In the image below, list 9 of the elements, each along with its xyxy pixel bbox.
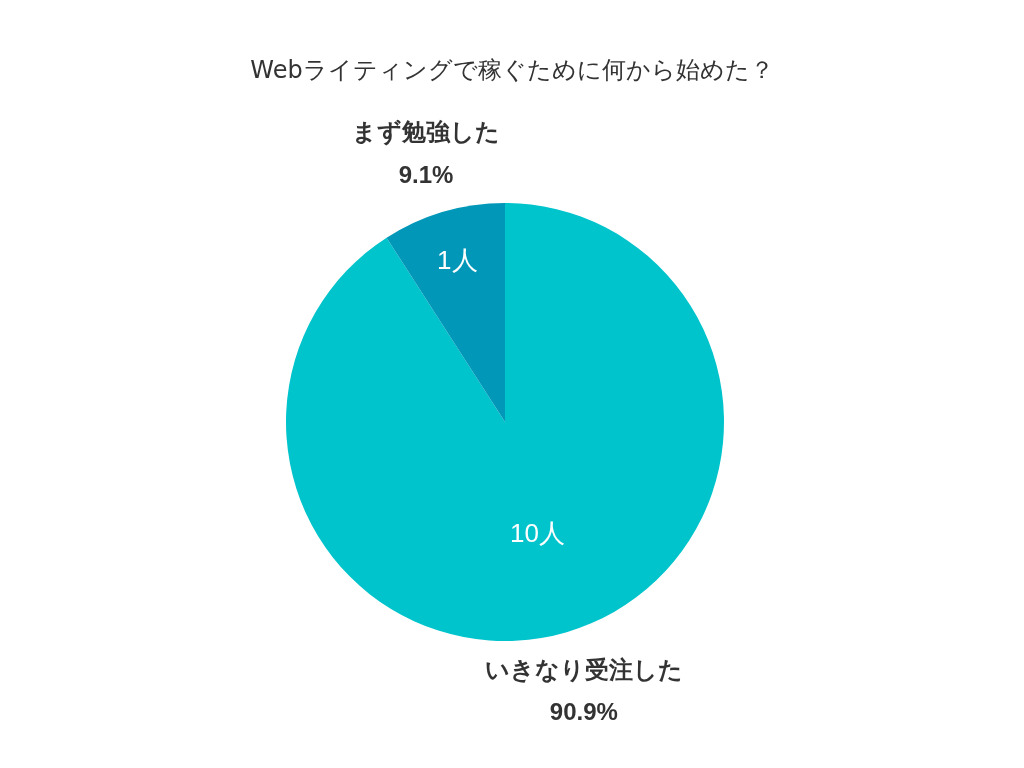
slice-label: まず勉強した (352, 118, 501, 147)
chart-title: Webライティングで稼ぐために何から始めた？ (250, 56, 774, 84)
data-label: 1人 (437, 244, 478, 275)
pie-slice (386, 203, 505, 422)
data-label: 10人 (510, 517, 565, 548)
pie-slice (286, 203, 724, 641)
text: 9.1% (398, 160, 454, 188)
text: 90.9% (549, 698, 618, 726)
slice-label: いきなり受注した (484, 655, 683, 684)
